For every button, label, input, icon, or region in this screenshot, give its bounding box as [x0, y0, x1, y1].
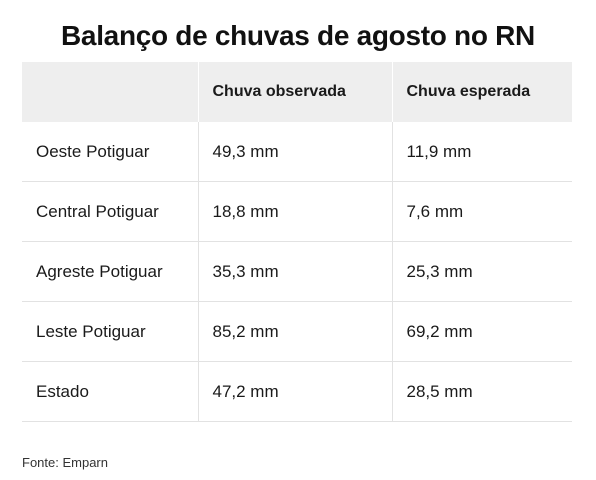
- region-cell: Central Potiguar: [22, 181, 198, 242]
- table-row: Agreste Potiguar 35,3 mm 25,3 mm: [22, 241, 572, 302]
- expected-cell: 7,6 mm: [391, 181, 572, 242]
- table-row: Estado 47,2 mm 28,5 mm: [22, 361, 572, 422]
- expected-cell: 25,3 mm: [391, 241, 572, 302]
- region-cell: Leste Potiguar: [22, 301, 198, 362]
- expected-cell: 11,9 mm: [391, 122, 572, 182]
- region-cell: Estado: [22, 361, 198, 422]
- header-expected-rain: Chuva esperada: [391, 62, 572, 122]
- expected-cell: 69,2 mm: [391, 301, 572, 362]
- observed-cell: 49,3 mm: [197, 122, 392, 182]
- expected-cell: 28,5 mm: [391, 361, 572, 422]
- header-region: [22, 62, 198, 122]
- observed-cell: 35,3 mm: [197, 241, 392, 302]
- region-cell: Agreste Potiguar: [22, 241, 198, 302]
- page-title: Balanço de chuvas de agosto no RN: [61, 20, 535, 51]
- table-row: Leste Potiguar 85,2 mm 69,2 mm: [22, 301, 572, 362]
- region-cell: Oeste Potiguar: [22, 122, 198, 182]
- observed-cell: 47,2 mm: [197, 361, 392, 422]
- header-observed-rain: Chuva observada: [197, 62, 392, 122]
- observed-cell: 18,8 mm: [197, 181, 392, 242]
- table-header-row: Chuva observada Chuva esperada: [22, 62, 572, 122]
- rainfall-table: Chuva observada Chuva esperada Oeste Pot…: [22, 62, 572, 422]
- observed-cell: 85,2 mm: [197, 301, 392, 362]
- table-row: Central Potiguar 18,8 mm 7,6 mm: [22, 181, 572, 242]
- source-note: Fonte: Emparn: [22, 455, 108, 470]
- table-row: Oeste Potiguar 49,3 mm 11,9 mm: [22, 122, 572, 182]
